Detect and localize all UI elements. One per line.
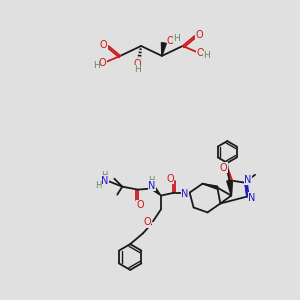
Polygon shape bbox=[150, 185, 161, 196]
Text: N: N bbox=[244, 175, 252, 185]
Text: H: H bbox=[134, 65, 140, 74]
Text: O: O bbox=[143, 217, 151, 227]
Text: H: H bbox=[93, 61, 100, 70]
Text: N: N bbox=[248, 193, 256, 202]
Text: O: O bbox=[166, 174, 174, 184]
Polygon shape bbox=[202, 184, 218, 189]
Polygon shape bbox=[161, 43, 166, 56]
Text: H: H bbox=[203, 51, 210, 60]
Text: N: N bbox=[181, 189, 188, 199]
Text: H: H bbox=[101, 171, 108, 180]
Text: H: H bbox=[173, 34, 180, 43]
Text: O: O bbox=[99, 58, 106, 68]
Text: O: O bbox=[196, 30, 203, 40]
Text: N: N bbox=[148, 181, 156, 191]
Text: H: H bbox=[148, 176, 154, 185]
Text: H: H bbox=[95, 181, 102, 190]
Text: O: O bbox=[220, 163, 227, 173]
Polygon shape bbox=[227, 180, 232, 196]
Text: N: N bbox=[101, 176, 108, 186]
Text: O: O bbox=[133, 59, 141, 69]
Text: O: O bbox=[197, 48, 204, 58]
Text: O: O bbox=[136, 200, 144, 211]
Text: O: O bbox=[100, 40, 107, 50]
Text: O: O bbox=[167, 36, 175, 46]
